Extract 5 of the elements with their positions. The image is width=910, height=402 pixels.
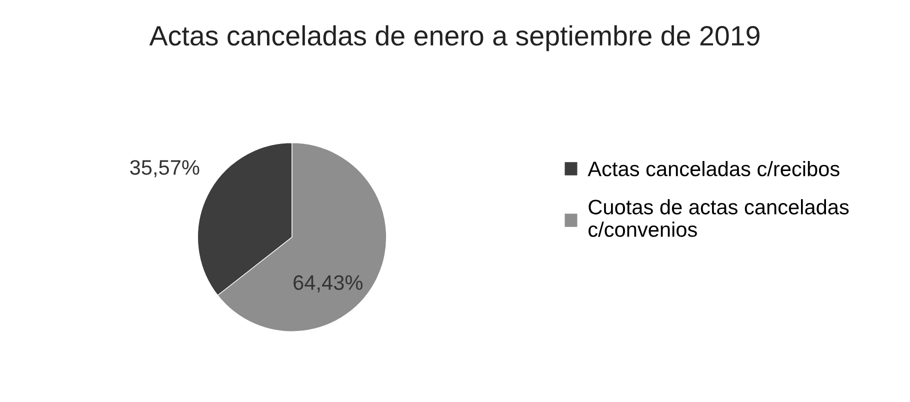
chart-title: Actas canceladas de enero a septiembre de 2019 bbox=[149, 25, 760, 52]
legend-label: Cuotas de actas canceladas c/convenios bbox=[588, 199, 849, 237]
legend-label: Actas canceladas c/recibos bbox=[588, 160, 840, 176]
data-label: 64,43% bbox=[294, 275, 362, 292]
data-label: 35,57% bbox=[130, 160, 200, 178]
